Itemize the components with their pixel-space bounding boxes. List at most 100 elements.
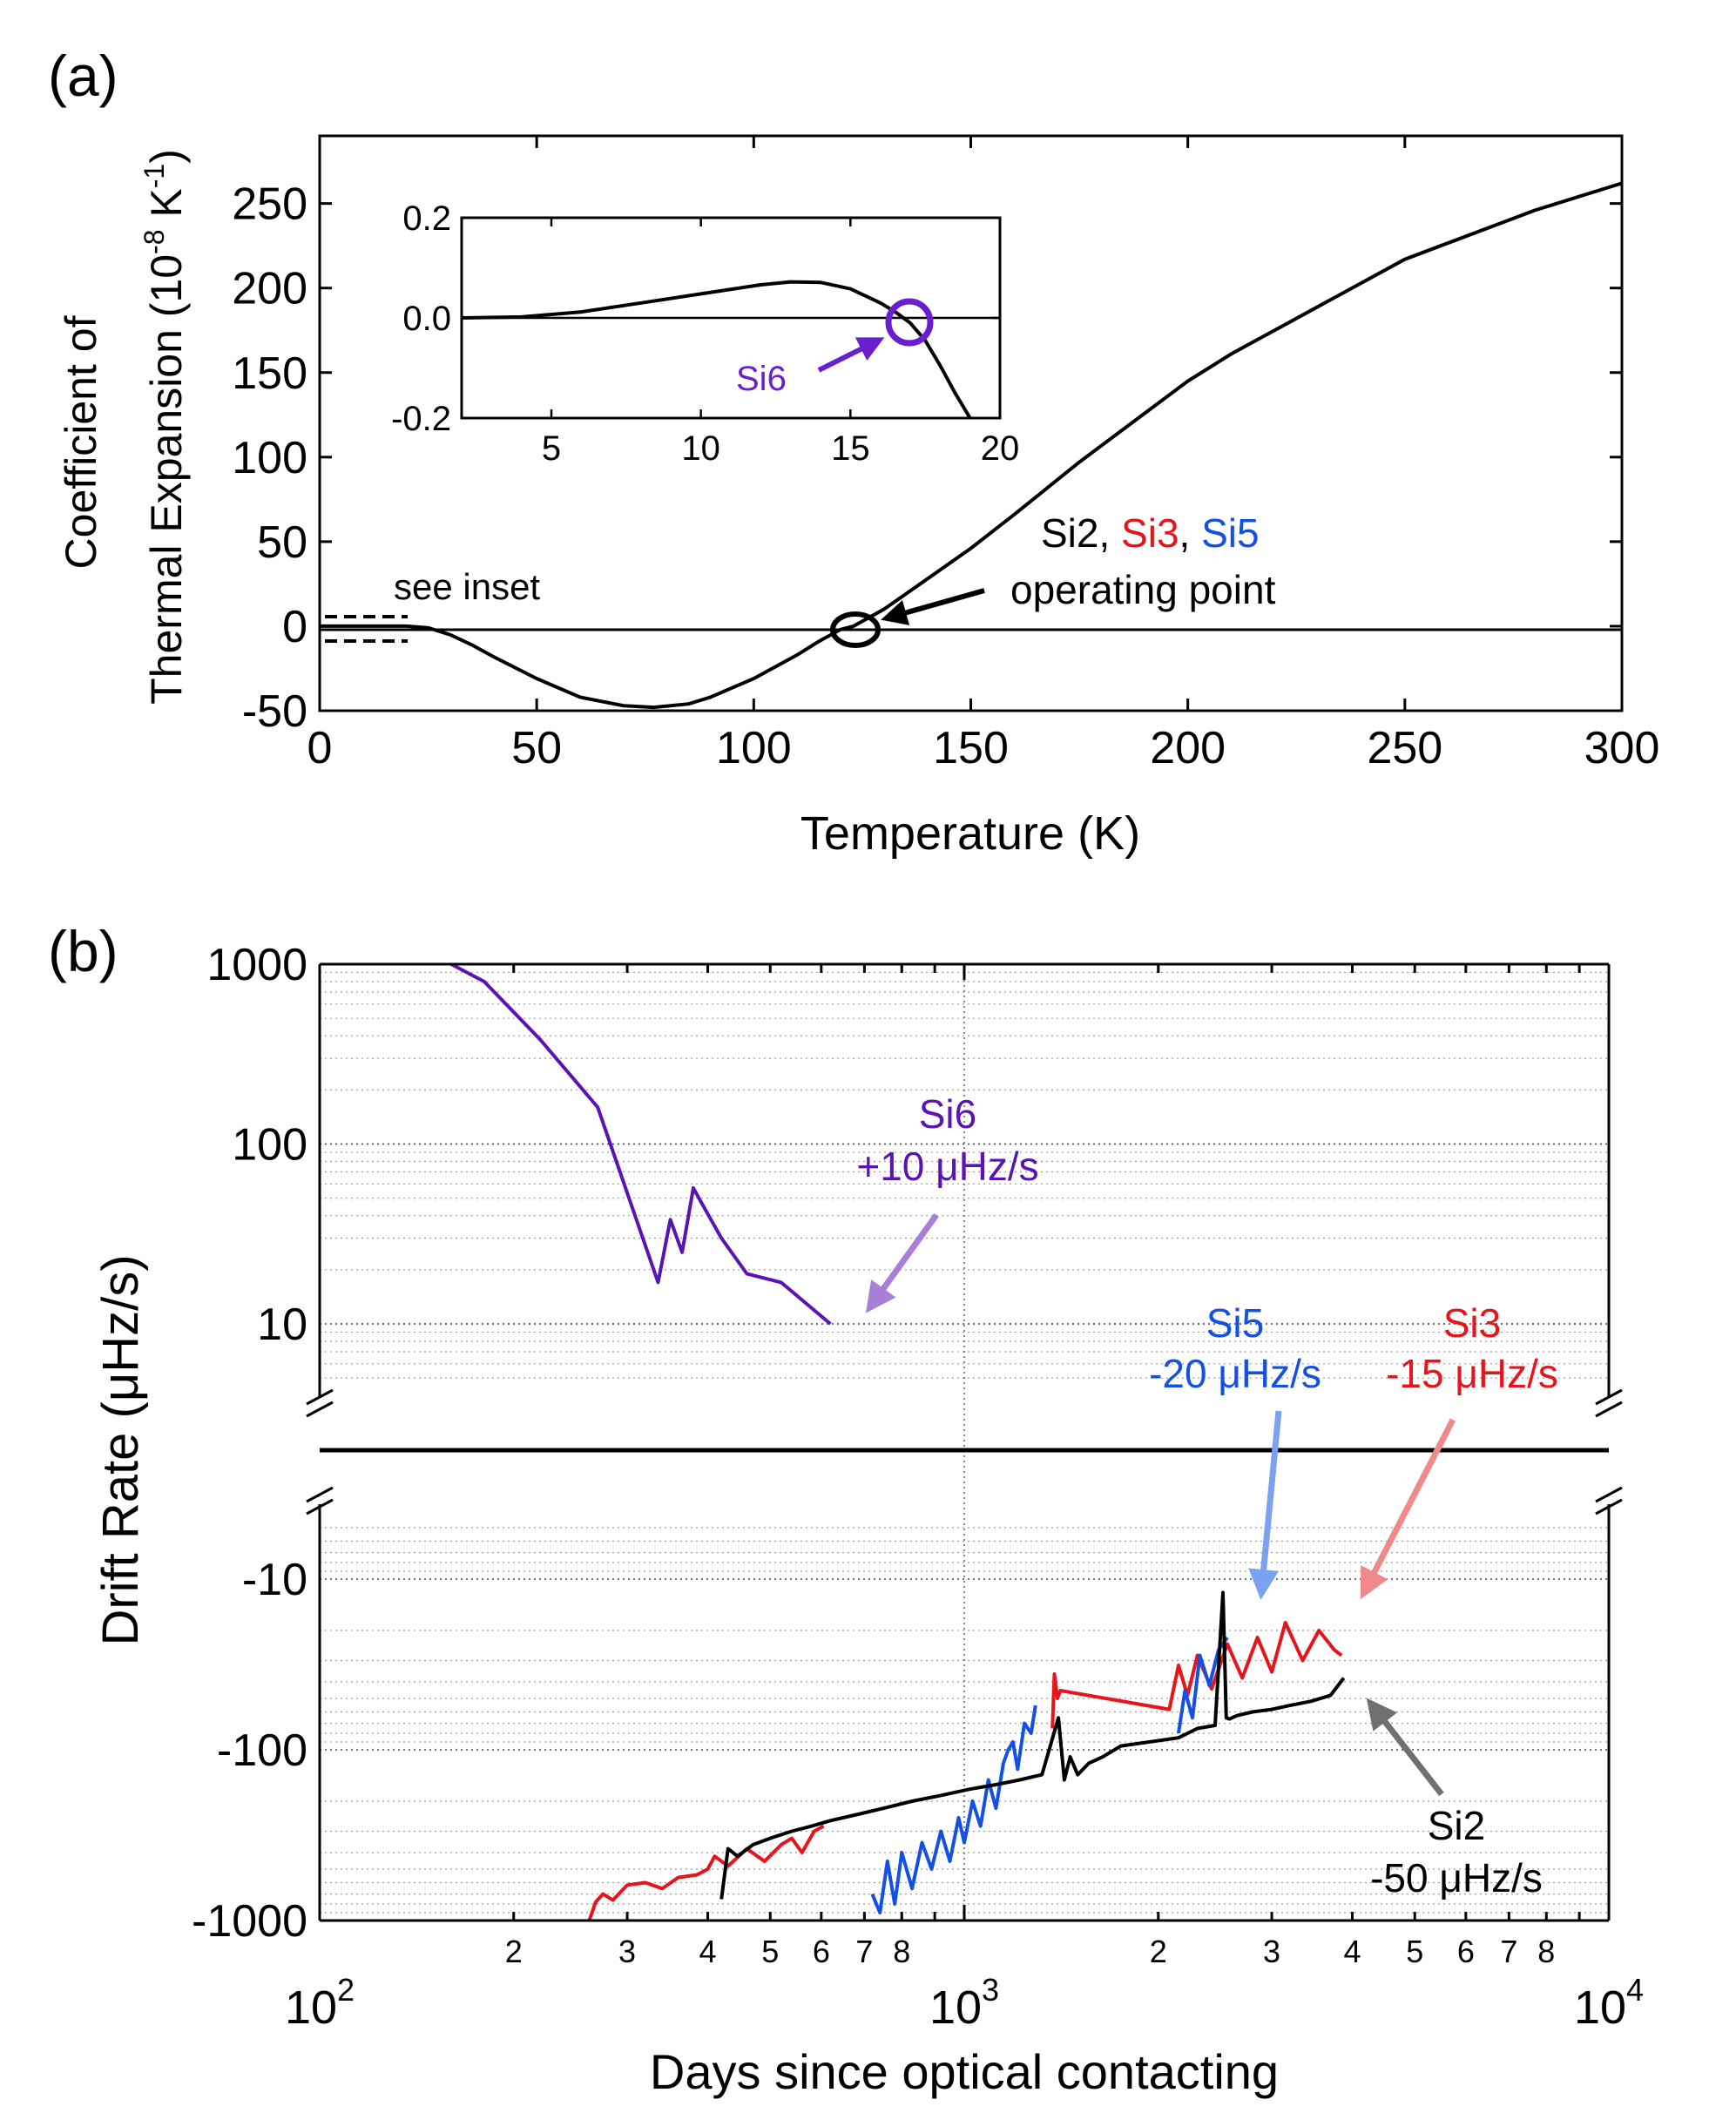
x-minor-tick-label: 6 — [1457, 1934, 1475, 1969]
y-tick-label: 50 — [257, 517, 307, 568]
x-minor-tick-label: 6 — [813, 1934, 830, 1969]
ylabel-base: Thermal Expansion (10 — [142, 254, 191, 705]
inset-plot: 5 10 15 20 -0.2 0.0 0.2 Si6 — [391, 199, 1019, 468]
si5-name: Si5 — [1206, 1300, 1264, 1346]
x-minor-tick-label: 2 — [505, 1934, 523, 1969]
op-comma: , — [1179, 510, 1202, 556]
inset-x-tick-label: 10 — [681, 429, 720, 468]
si2-rate: -50 μHz/s — [1370, 1855, 1543, 1900]
inset-x-tick-label: 15 — [831, 429, 870, 468]
x-minor-tick-label: 3 — [1263, 1934, 1280, 1969]
ylabel-exp2: -1 — [138, 164, 170, 188]
x-tick-label: 0 — [307, 723, 333, 773]
panel-a-cte-curve — [320, 181, 1623, 710]
x-tick-label: 100 — [716, 723, 792, 773]
op-si5: Si5 — [1201, 510, 1259, 556]
inset-y-tick-label: 0.2 — [402, 199, 451, 238]
operating-point-samples: Si2, Si3, Si5 — [1041, 510, 1260, 556]
operating-point-label: operating point — [1010, 567, 1276, 612]
see-inset-label: see inset — [394, 566, 540, 607]
panel-b-ylabel: Drift Rate (μHz/s) — [92, 1254, 149, 1645]
y-tick-label: 100 — [232, 1120, 307, 1171]
y-tick-label: 1000 — [206, 940, 307, 990]
ylabel-unit: K — [142, 188, 191, 229]
si2-name: Si2 — [1428, 1803, 1485, 1848]
x-minor-tick-label: 7 — [1500, 1934, 1517, 1969]
x-tick-label: 250 — [1367, 723, 1442, 773]
x-tick-label: 150 — [933, 723, 1009, 773]
x-minor-tick-label: 7 — [855, 1934, 873, 1969]
si6-arrow — [865, 1212, 939, 1313]
si6-inset-arrow — [817, 337, 885, 373]
si3-arrow — [1360, 1418, 1456, 1600]
inset-frame — [460, 216, 1002, 420]
y-tick-label: -10 — [242, 1555, 307, 1605]
x-minor-tick-label: 4 — [1344, 1934, 1361, 1969]
si6-inset-label: Si6 — [736, 360, 787, 398]
panel-a-ylabel-line2: Thermal Expansion (10-8 K-1) — [138, 149, 191, 705]
x-major-exponent: 3 — [982, 1972, 999, 2008]
inset-x-tick-label: 20 — [981, 429, 1020, 468]
x-minor-tick-label: 5 — [1406, 1934, 1423, 1969]
inset-x-tick-label: 5 — [542, 429, 561, 468]
si6-rate: +10 μHz/s — [856, 1144, 1038, 1189]
x-major-exponent: 2 — [337, 1972, 355, 2008]
x-major-tick-label: 104 — [1574, 1972, 1644, 2034]
ylabel-paren: ) — [142, 149, 191, 164]
si6-name: Si6 — [919, 1091, 976, 1137]
x-major-tick-label: 103 — [929, 1972, 999, 2034]
x-minor-tick-label: 4 — [699, 1934, 717, 1969]
x-major-base: 10 — [285, 1981, 337, 2034]
y-tick-label: 100 — [232, 433, 307, 483]
op-si2: Si2, — [1041, 510, 1121, 556]
axis-break-marks — [306, 1388, 1623, 1516]
inset-cte-curve — [461, 280, 972, 420]
x-tick-label: 300 — [1584, 723, 1660, 773]
x-minor-tick-label: 3 — [618, 1934, 636, 1969]
series-si6 — [450, 962, 832, 1326]
y-tick-label: 0 — [282, 602, 307, 652]
x-minor-tick-label: 2 — [1150, 1934, 1167, 1969]
inset-y-tick-label: 0.0 — [402, 300, 451, 338]
y-tick-label: -50 — [242, 686, 307, 737]
operating-point-arrow — [881, 588, 985, 625]
y-tick-label: 250 — [232, 179, 307, 230]
inset-y-tick-label: -0.2 — [391, 400, 451, 438]
panel-a: (a) 0 50 100 150 200 250 300-50050100150200250… — [48, 44, 1659, 860]
x-minor-tick-label: 5 — [761, 1934, 779, 1969]
y-tick-label: -1000 — [192, 1896, 307, 1947]
x-major-exponent: 4 — [1626, 1972, 1644, 2008]
x-tick-label: 50 — [511, 723, 562, 773]
x-tick-label: 200 — [1150, 723, 1226, 773]
si5-rate: -20 μHz/s — [1149, 1351, 1321, 1396]
x-minor-tick-label: 8 — [1537, 1934, 1555, 1969]
y-tick-label: 150 — [232, 348, 307, 399]
inset-region-marker — [325, 615, 408, 643]
si5-arrow — [1248, 1410, 1282, 1600]
x-major-tick-label: 102 — [285, 1972, 355, 2034]
panel-a-ylabel-line1: Coefficient of — [57, 315, 105, 569]
x-major-base: 10 — [929, 1981, 982, 2034]
panel-b-xlabel: Days since optical contacting — [650, 2044, 1279, 2099]
panel-b-series — [450, 962, 1346, 1921]
x-minor-tick-label: 8 — [893, 1934, 910, 1969]
ylabel-exp1: -8 — [138, 229, 170, 253]
panel-b-label: (b) — [48, 919, 118, 983]
op-si3: Si3 — [1121, 510, 1179, 556]
si3-name: Si3 — [1443, 1300, 1501, 1346]
series-si2 — [719, 1590, 1346, 1900]
panel-a-xlabel: Temperature (K) — [800, 807, 1140, 860]
inset-tick-labels: 5 10 15 20 -0.2 0.0 0.2 — [391, 199, 1019, 468]
si2-arrow — [1366, 1698, 1444, 1797]
panel-a-frame — [318, 134, 1624, 712]
si6-zero-crossing-circle — [885, 298, 934, 347]
panel-b-grid — [320, 963, 1609, 1921]
y-tick-label: -100 — [217, 1725, 307, 1776]
y-tick-label: 200 — [232, 264, 307, 314]
operating-point-circle — [830, 611, 881, 648]
panel-b-frame — [318, 962, 1611, 1922]
